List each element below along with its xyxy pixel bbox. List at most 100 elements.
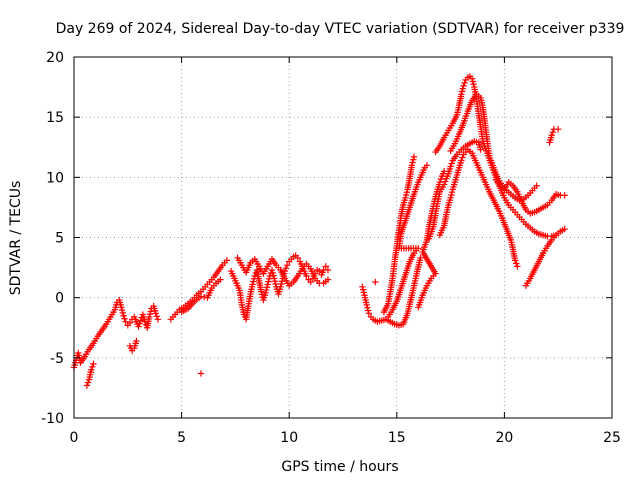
data-point: [365, 310, 373, 317]
data-point: [514, 263, 521, 270]
data-point: [272, 280, 279, 288]
data-point: [363, 301, 370, 309]
data-point: [364, 304, 371, 311]
chart-title: Day 269 of 2024, Sidereal Day-to-day VTE…: [56, 21, 625, 37]
data-point: [448, 160, 455, 167]
data-point: [359, 286, 367, 293]
y-tick-label: -5: [50, 351, 64, 367]
data-point: [461, 79, 468, 87]
data-point: [271, 278, 279, 285]
data-point: [470, 81, 477, 88]
data-point: [269, 269, 276, 276]
data-point: [146, 313, 153, 321]
data-point: [283, 261, 291, 269]
y-tick-label: 10: [46, 170, 64, 186]
data-point: [278, 280, 285, 288]
data-point: [555, 126, 562, 133]
data-point: [119, 309, 126, 317]
data-point: [469, 78, 477, 85]
data-point: [436, 178, 444, 186]
data-point: [417, 254, 424, 262]
data-point: [316, 267, 323, 275]
data-point: [120, 312, 127, 319]
y-tick-label: 15: [46, 110, 64, 126]
data-point: [409, 159, 416, 166]
data-point: [263, 286, 270, 294]
data-point: [322, 263, 329, 270]
x-tick-label: 0: [70, 430, 79, 446]
data-point: [561, 225, 568, 233]
data-point: [146, 310, 154, 318]
data-point: [217, 276, 224, 283]
data-point: [477, 146, 484, 153]
data-point: [410, 156, 417, 163]
data-point: [263, 284, 271, 291]
data-point: [126, 319, 134, 327]
data-point: [459, 154, 466, 161]
data-point: [277, 283, 284, 291]
data-point: [549, 129, 557, 136]
x-tick-label: 20: [495, 430, 513, 446]
data-point: [121, 315, 128, 322]
data-point: [307, 278, 314, 286]
data-point: [408, 162, 416, 169]
data-point: [197, 293, 205, 300]
y-axis-label: SDTVAR / TECUs: [8, 181, 24, 296]
y-tick-label: -10: [41, 411, 64, 427]
data-point: [513, 260, 520, 267]
data-point: [459, 85, 466, 92]
data-point: [294, 254, 302, 262]
data-point: [197, 370, 205, 377]
data-point: [458, 88, 466, 95]
data-point: [258, 288, 265, 295]
data-point: [458, 157, 465, 164]
data-point: [448, 191, 455, 199]
data-point: [403, 188, 411, 196]
data-point: [118, 306, 126, 314]
data-point: [303, 272, 310, 280]
data-point: [458, 91, 465, 98]
data-point: [364, 307, 372, 314]
data-point: [270, 272, 277, 279]
data-point: [88, 366, 95, 374]
data-point: [561, 192, 568, 199]
data-point: [223, 257, 230, 264]
y-tick-label: 20: [46, 50, 64, 66]
data-point: [282, 264, 290, 272]
data-point: [402, 191, 410, 199]
y-tick-label: 0: [55, 291, 64, 307]
data-point: [533, 182, 540, 189]
data-point: [122, 318, 129, 325]
data-point: [442, 178, 449, 185]
data-point: [437, 175, 445, 183]
data-point: [200, 293, 208, 301]
data-point: [152, 310, 159, 317]
data-series: [70, 73, 568, 389]
x-axis-ticks: 0 5 10 15 20 25: [70, 57, 621, 446]
data-point: [268, 266, 276, 274]
x-axis-label: GPS time / hours: [281, 459, 398, 475]
x-tick-label: 25: [603, 430, 621, 446]
data-point: [359, 283, 366, 291]
data-point: [448, 188, 456, 196]
y-tick-label: 5: [55, 231, 64, 247]
data-point: [118, 304, 125, 311]
data-point: [324, 266, 332, 274]
data-point: [249, 281, 256, 288]
data-point: [511, 257, 519, 264]
data-point: [447, 163, 454, 170]
data-point: [136, 320, 143, 327]
data-point: [135, 323, 142, 330]
data-point: [84, 379, 92, 386]
data-point: [410, 153, 418, 161]
data-point: [89, 363, 96, 371]
data-point: [133, 337, 140, 345]
y-axis-ticks: -10 -5 0 5 10 15 20: [41, 50, 612, 427]
data-point: [548, 132, 555, 139]
data-point: [468, 75, 476, 82]
data-point: [360, 289, 368, 296]
data-point: [460, 82, 467, 90]
data-point: [258, 291, 266, 298]
x-tick-label: 15: [388, 430, 406, 446]
